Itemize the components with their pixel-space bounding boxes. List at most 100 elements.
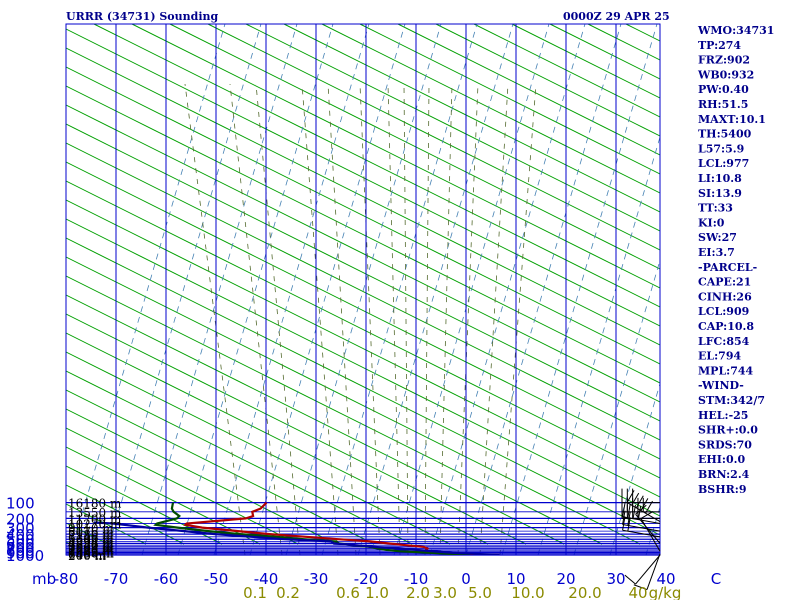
- wind-barb-staff: [646, 553, 661, 590]
- plot-frame: [65, 23, 661, 556]
- dry-adiabat-line: [66, 47, 660, 346]
- temperature-tick-label: -30: [304, 570, 329, 588]
- dry-adiabat-line: [66, 104, 660, 403]
- mixing-ratio-label: 3.0: [433, 584, 457, 600]
- wind-barb-staff: [640, 518, 661, 552]
- dry-adiabat-line: [131, 24, 660, 289]
- index-value: EHI:0.0: [698, 453, 745, 466]
- wind-barb-flag: [627, 511, 631, 526]
- pressure-tick-label: 600: [6, 535, 35, 553]
- dry-adiabat-line: [245, 24, 660, 232]
- index-value: -WIND-: [698, 379, 744, 392]
- index-value: MAXT:10.1: [698, 113, 766, 126]
- dry-adiabat-line: [778, 24, 800, 544]
- dry-adiabat-line: [66, 313, 527, 545]
- wind-barb-flag: [624, 574, 636, 585]
- height-label: 11700 m: [68, 512, 122, 526]
- index-value: SRDS:70: [698, 438, 752, 451]
- moist-adiabat-line: [573, 258, 660, 555]
- wind-barb-flag: [626, 490, 635, 503]
- mixing-ratio-line: [327, 83, 357, 555]
- mixing-ratio-line: [184, 83, 246, 555]
- index-value: LI:10.8: [698, 172, 742, 185]
- moist-adiabat-line: [105, 24, 262, 555]
- index-value: SW:27: [698, 231, 737, 244]
- height-label: 6346 m: [68, 531, 114, 545]
- moist-adiabat-line: [69, 24, 226, 555]
- height-label: 8076 m: [68, 525, 114, 539]
- dry-adiabat-line: [66, 256, 641, 545]
- index-value: -PARCEL-: [698, 261, 757, 274]
- pressure-tick-label: 1000: [6, 547, 44, 565]
- index-value: HEL:-25: [698, 409, 748, 422]
- pressure-tick-label: 700: [6, 539, 35, 557]
- pressure-tick-label: 300: [6, 520, 35, 538]
- dry-adiabat-line: [66, 161, 660, 460]
- moist-adiabat-line: [501, 24, 658, 555]
- dry-adiabat-line: [66, 275, 603, 545]
- height-label: 4236 m: [68, 537, 114, 551]
- dry-adiabat-line: [549, 24, 660, 80]
- height-label: 2527 m: [68, 542, 114, 556]
- height-label: 2026 m: [68, 544, 114, 558]
- index-value: SI:13.9: [698, 187, 742, 200]
- index-value: CAP:10.8: [698, 320, 754, 333]
- wind-barb-flag: [622, 510, 626, 525]
- dry-adiabat-line: [207, 24, 660, 251]
- wind-barb-flag: [635, 504, 647, 515]
- index-value: BRN:2.4: [698, 468, 750, 481]
- wind-barb-flag: [632, 504, 636, 519]
- dry-adiabat-line: [66, 351, 451, 545]
- index-value: RH:51.5: [698, 98, 748, 111]
- dry-adiabat-line: [473, 24, 660, 118]
- index-value: TH:5400: [698, 128, 752, 141]
- dry-adiabat-line: [66, 180, 660, 479]
- mixing-ratio-line: [457, 83, 479, 555]
- dry-adiabat-line: [66, 294, 565, 545]
- mixing-ratio-line: [229, 83, 283, 555]
- background-lines: [0, 24, 800, 555]
- height-label: 646 m: [68, 548, 107, 562]
- dry-adiabat-line: [66, 465, 223, 545]
- dry-adiabat-line: [397, 24, 660, 156]
- dry-adiabat-line: [66, 503, 147, 545]
- index-value: STM:342/7: [698, 394, 765, 407]
- moist-adiabat-line: [213, 24, 370, 555]
- index-value: TT:33: [698, 202, 733, 215]
- dry-adiabat-line: [66, 484, 185, 545]
- index-value: LCL:977: [698, 157, 749, 170]
- index-value: BSHR:9: [698, 483, 747, 496]
- height-label: 16180 m: [68, 497, 122, 511]
- moist-adiabat-line: [177, 24, 334, 555]
- dry-adiabat-line: [66, 332, 489, 545]
- index-value: CAPE:21: [698, 276, 751, 289]
- wind-barb-flag: [627, 503, 631, 518]
- wind-barb-staff: [635, 554, 661, 585]
- moist-adiabat-line: [141, 24, 298, 555]
- moist-adiabat-line: [393, 24, 550, 555]
- moist-adiabat-line: [609, 382, 660, 555]
- dry-adiabat-line: [435, 24, 660, 137]
- dry-adiabat-line: [0, 24, 32, 544]
- dry-adiabat-line: [283, 24, 660, 213]
- temperature-tick-label: 20: [556, 570, 575, 588]
- mixing-ratio-line: [424, 83, 430, 555]
- station-title: URRR (34731) Sounding: [66, 10, 218, 23]
- index-value: WMO:34731: [697, 24, 774, 37]
- temperature-tick-label: 0: [461, 570, 471, 588]
- mixing-ratio-line: [403, 83, 409, 555]
- moist-adiabat-line: [321, 24, 478, 555]
- mixing-ratio-label: 2.0: [406, 584, 430, 600]
- mixing-ratio-label: 0.6: [336, 584, 360, 600]
- mixing-ratio-label: 1.0: [365, 584, 389, 600]
- mixing-ratio-line: [439, 83, 453, 555]
- index-value: FRZ:902: [698, 54, 750, 67]
- parcel-trace: [93, 521, 500, 555]
- temperature-tick-label: -40: [254, 570, 279, 588]
- height-label: 1552 m: [68, 545, 114, 559]
- height-label: 9110 m: [68, 522, 114, 536]
- dry-adiabat-line: [66, 123, 660, 422]
- pressure-tick-label: 900: [6, 545, 35, 563]
